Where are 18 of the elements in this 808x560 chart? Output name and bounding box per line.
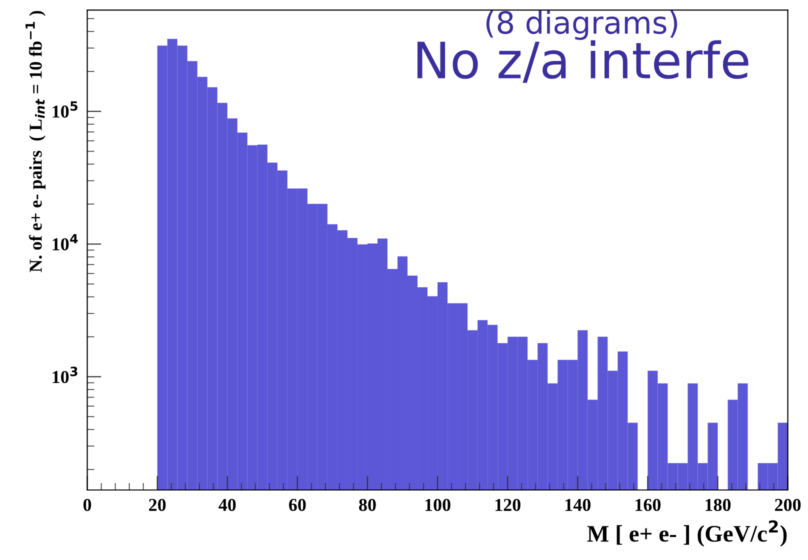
y-tick-label: 10$^{4}$ bbox=[52, 234, 78, 250]
x-tick-label: 180 bbox=[706, 498, 731, 512]
y-axis-title: N. of e+ e- pairs ( L$_{int}$ = 10 fb$^{−1}$ ) bbox=[26, 10, 46, 272]
x-tick-label: 100 bbox=[425, 498, 450, 512]
x-tick-label: 140 bbox=[566, 498, 590, 512]
x-tick-label: 160 bbox=[636, 498, 661, 512]
y-tick-label: 10$^{5}$ bbox=[52, 101, 78, 118]
annotation: No z/a interfe bbox=[417, 40, 748, 83]
x-tick-label: 80 bbox=[359, 498, 376, 512]
y-tick-label: 10$^{3}$ bbox=[52, 366, 78, 384]
x-tick-label: 60 bbox=[289, 498, 306, 512]
x-tick-label: 200 bbox=[775, 498, 801, 512]
x-tick-label: 20 bbox=[149, 498, 166, 512]
annotation: (8 diagrams) bbox=[486, 10, 678, 40]
x-tick-label: 0 bbox=[83, 498, 92, 512]
x-tick-label: 40 bbox=[218, 498, 236, 512]
x-tick-label: 120 bbox=[495, 498, 520, 512]
x-axis-title: M [ e+ e- ] (GeV/c$^{2}$) bbox=[587, 520, 787, 547]
